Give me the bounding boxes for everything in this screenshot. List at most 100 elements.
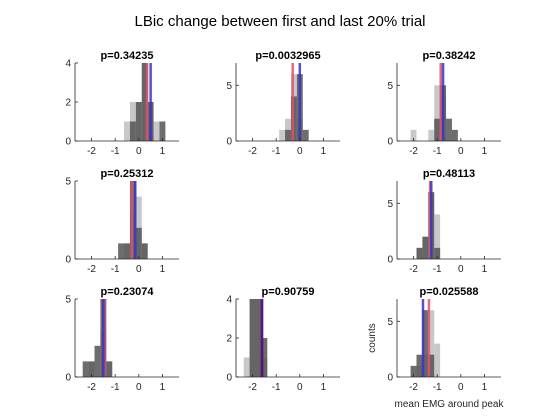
x-axis-label: mean EMG around peak	[395, 399, 505, 410]
x-tick-label: -2	[248, 146, 257, 157]
y-tick-label: 5	[65, 177, 71, 188]
x-tick-label: -1	[111, 146, 120, 157]
x-tick-label: 0	[297, 382, 303, 393]
subplot-title: p=0.90759	[262, 286, 315, 298]
light-bar	[434, 343, 441, 377]
dark-bar	[434, 247, 441, 259]
dark-bar	[106, 361, 113, 377]
subplot-1: -2 -1 0 1 0 2 4 p=0.34235	[65, 50, 179, 157]
x-tick-label: -2	[87, 264, 96, 275]
x-tick-label: 0	[136, 264, 142, 275]
x-tick-label: -1	[111, 264, 120, 275]
figure-title: LBic change between first and last 20% t…	[135, 13, 426, 30]
dark-bar	[255, 299, 262, 377]
x-tick-label: -1	[272, 382, 281, 393]
light-bar	[428, 129, 435, 141]
y-tick-label: 5	[387, 317, 393, 328]
subplot-8: -2 -1 0 1 0 2 4 p=0.90759	[226, 286, 340, 393]
subplot-title: p=0.48113	[423, 168, 475, 180]
x-tick-label: -1	[433, 264, 442, 275]
y-axis-label: counts	[367, 323, 378, 352]
light-bar	[153, 121, 160, 141]
dark-bar	[416, 354, 423, 377]
subplot-9: -2 -1 0 1 0 5 p=0.025588 mean EMG around peak co…	[367, 286, 504, 410]
dark-bar	[82, 361, 89, 377]
x-tick-label: 1	[482, 382, 488, 393]
x-tick-label: 1	[482, 264, 488, 275]
x-tick-label: -2	[409, 382, 418, 393]
dark-bar	[118, 243, 125, 259]
y-tick-label: 0	[65, 137, 71, 148]
x-tick-label: 1	[482, 146, 488, 157]
y-tick-label: 0	[387, 255, 393, 266]
dark-bar	[410, 365, 417, 377]
y-tick-label: 0	[65, 255, 71, 266]
subplot-title: p=0.23074	[101, 286, 155, 298]
y-tick-label: 0	[387, 373, 393, 384]
x-tick-label: -2	[248, 382, 257, 393]
light-bar	[243, 357, 250, 377]
x-tick-label: -2	[87, 146, 96, 157]
light-bar	[124, 121, 130, 141]
subplot-7: -2 -1 0 1 0 5 p=0.23074	[65, 286, 179, 393]
x-tick-label: 1	[160, 146, 166, 157]
x-tick-label: 0	[458, 382, 464, 393]
x-tick-label: 0	[458, 146, 464, 157]
y-tick-label: 4	[65, 59, 71, 70]
x-tick-label: -2	[87, 382, 96, 393]
x-tick-label: 1	[160, 264, 166, 275]
light-bar	[434, 214, 441, 259]
light-bar	[428, 310, 435, 377]
dark-bar	[141, 63, 148, 141]
x-tick-label: 0	[297, 146, 303, 157]
dark-bar	[434, 118, 441, 141]
x-tick-label: 0	[458, 264, 464, 275]
dark-bar	[428, 354, 435, 377]
x-tick-label: 1	[321, 382, 327, 393]
x-tick-label: -1	[433, 382, 442, 393]
y-tick-label: 0	[387, 137, 393, 148]
dark-bar	[124, 243, 130, 259]
dark-bar	[94, 345, 101, 377]
x-tick-label: -2	[409, 264, 418, 275]
x-tick-label: -1	[111, 382, 120, 393]
dark-bar	[88, 361, 95, 377]
y-tick-label: 0	[226, 373, 232, 384]
x-tick-label: 0	[136, 146, 142, 157]
dark-bar	[261, 338, 268, 377]
x-tick-label: 0	[136, 382, 142, 393]
subplot-title: p=0.34235	[101, 50, 154, 62]
subplot-4: -2 -1 0 1 0 5 p=0.25312	[65, 168, 179, 275]
dark-bar	[159, 121, 166, 141]
dark-bar	[135, 227, 142, 259]
y-tick-label: 4	[226, 295, 232, 306]
y-tick-label: 5	[226, 81, 232, 92]
light-bar	[410, 129, 417, 141]
x-tick-label: 1	[160, 382, 166, 393]
dark-bar	[135, 102, 142, 141]
dark-bar	[446, 118, 452, 141]
x-tick-label: -2	[409, 146, 418, 157]
subplot-title: p=0.0032965	[255, 50, 320, 62]
dark-bar	[141, 243, 148, 259]
x-tick-label: 1	[321, 146, 327, 157]
subplot-2: -2 -1 0 1 0 5 p=0.0032965	[226, 50, 340, 157]
y-tick-label: 0	[226, 137, 232, 148]
subplot-title: p=0.25312	[101, 168, 154, 180]
y-tick-label: 2	[65, 98, 71, 109]
dark-bar	[451, 129, 458, 141]
x-tick-label: -1	[272, 146, 281, 157]
subplot-6: -2 -1 0 1 0 5 p=0.48113	[387, 168, 501, 275]
dark-bar	[285, 129, 291, 141]
y-tick-label: 2	[226, 334, 232, 345]
light-bar	[279, 129, 286, 141]
subplot-title: p=0.025588	[419, 286, 478, 298]
subplot-3: -2 -1 0 1 0 5 p=0.38242	[387, 50, 501, 157]
y-tick-label: 5	[387, 81, 393, 92]
y-tick-label: 5	[65, 295, 71, 306]
dark-bar	[129, 121, 136, 141]
dark-bar	[422, 310, 429, 377]
light-bar	[434, 85, 441, 141]
dark-bar	[249, 299, 256, 377]
